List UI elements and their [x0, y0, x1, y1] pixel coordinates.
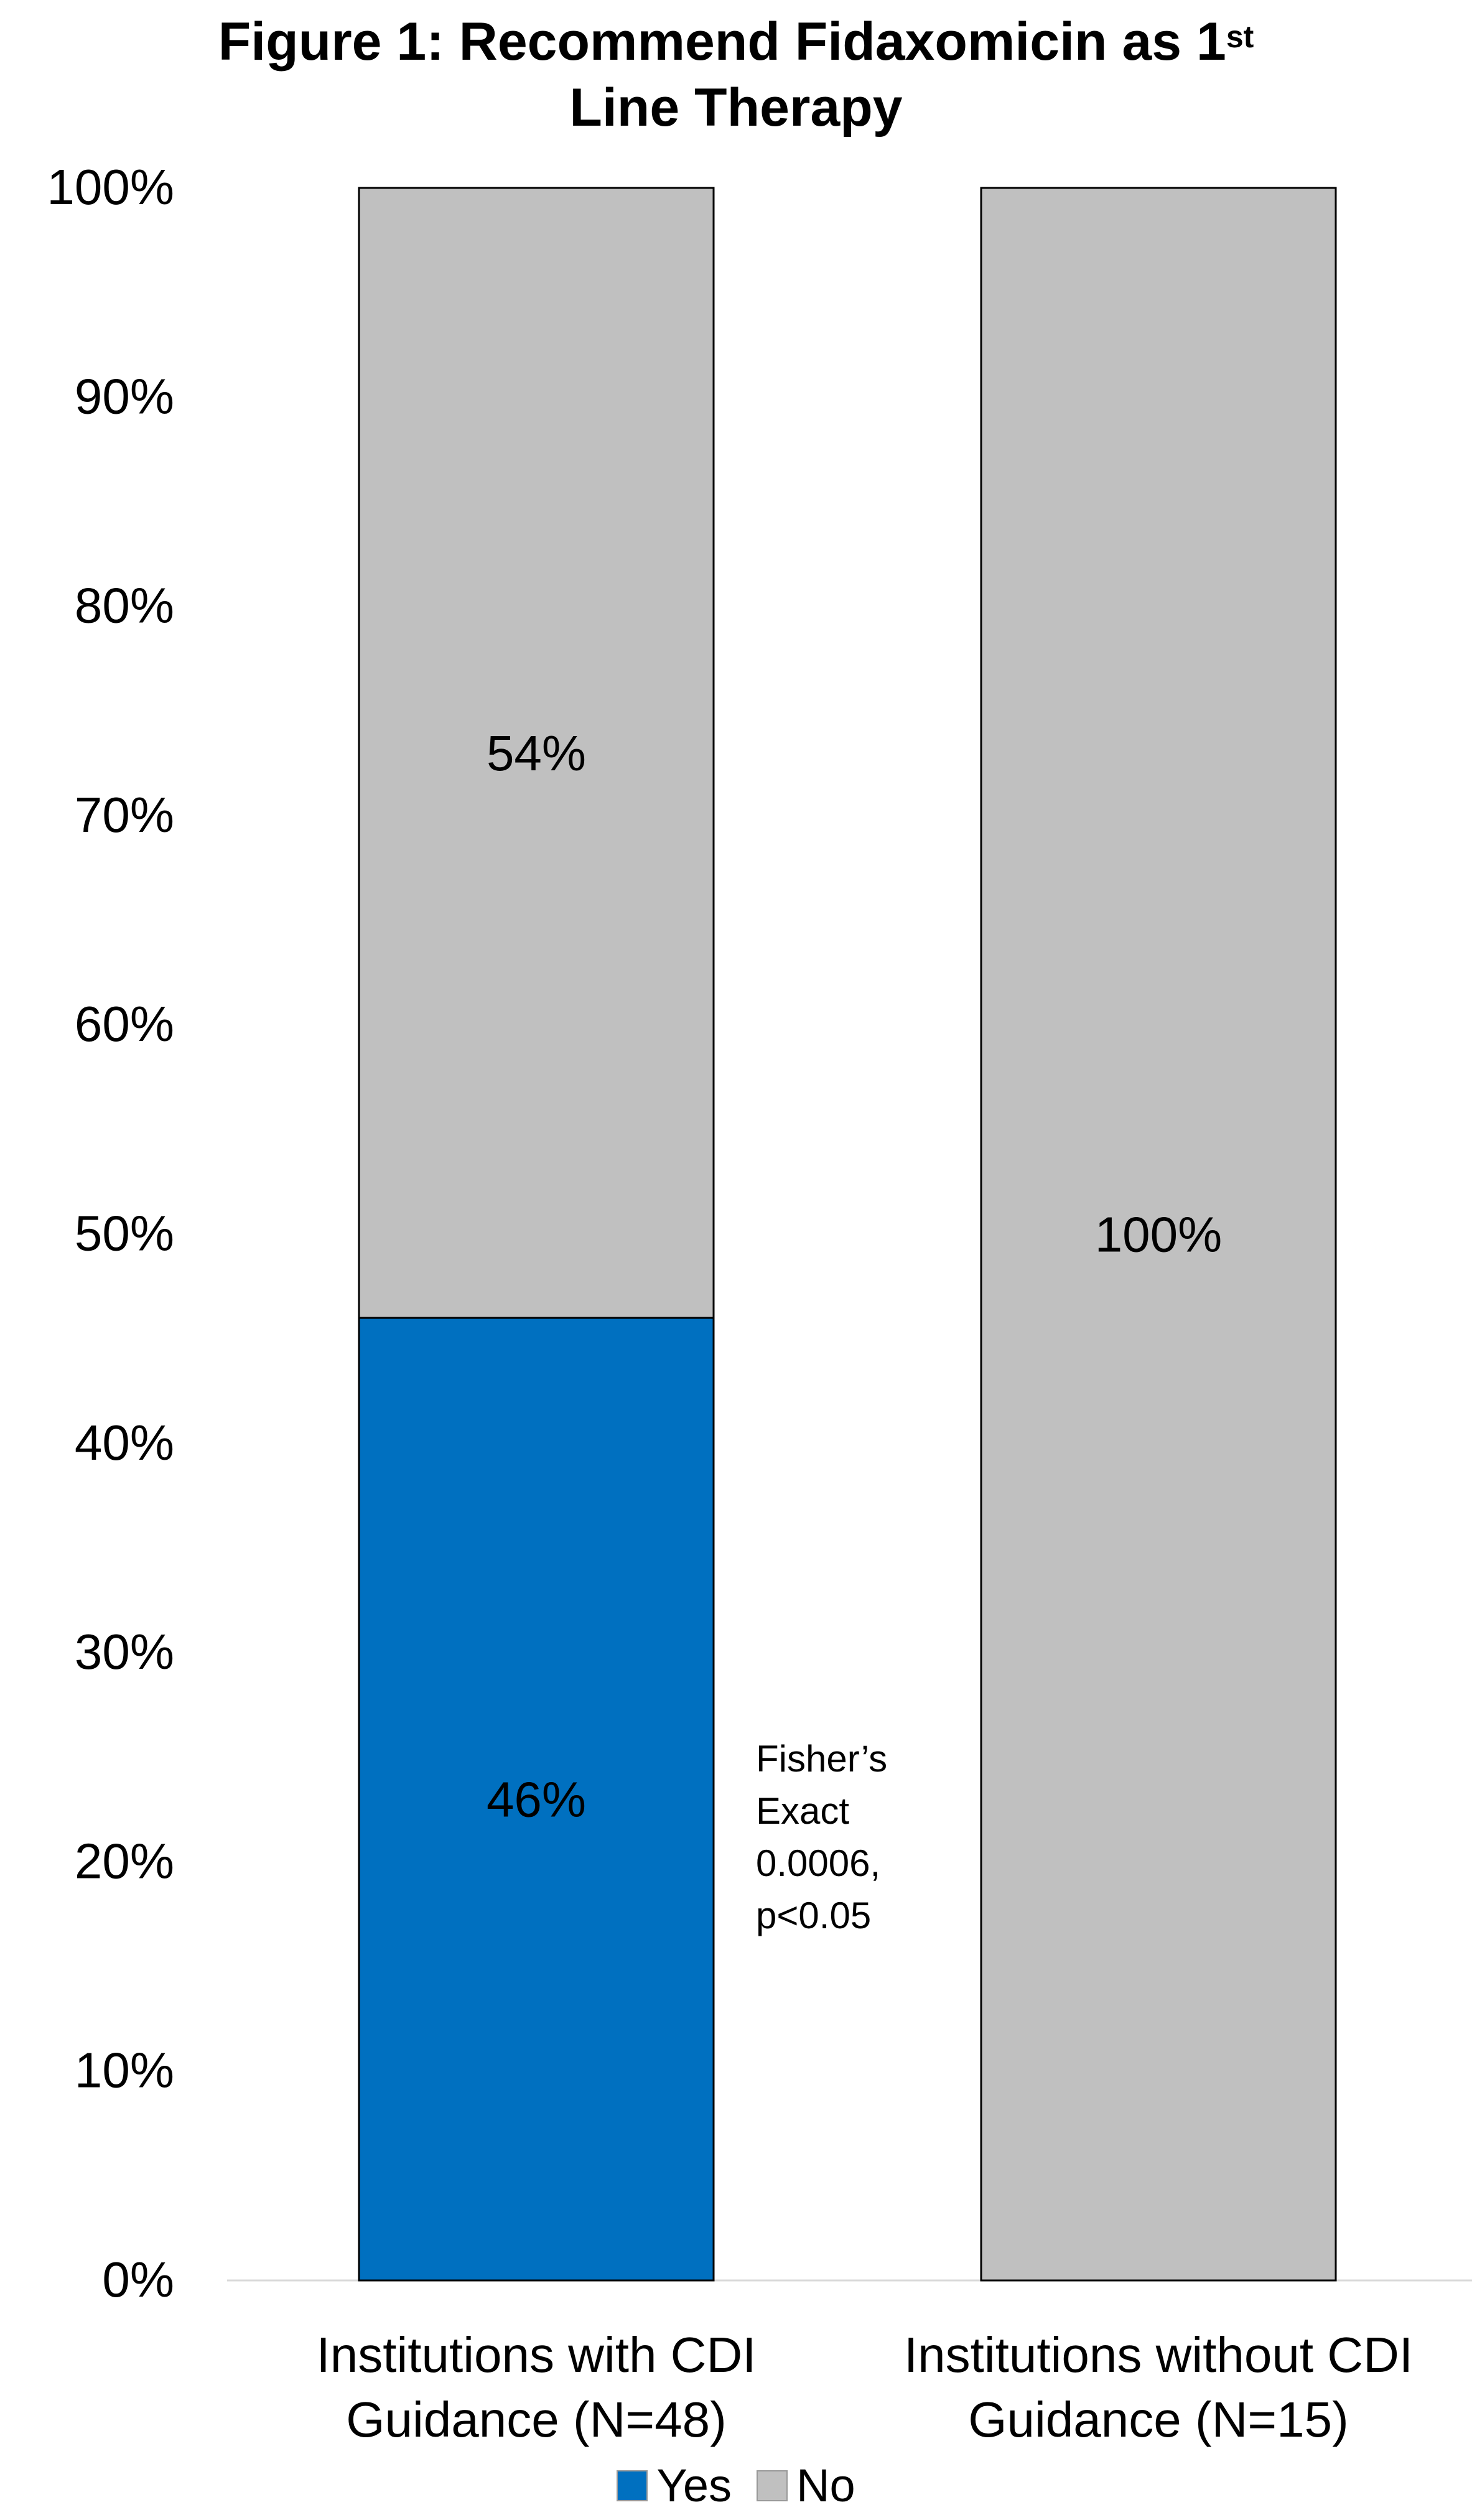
x-category-label: Guidance (N=48) — [346, 2392, 726, 2447]
chart-title: Figure 1: Recommend Fidaxomicin as 1st L… — [0, 9, 1472, 141]
y-tick-label: 80% — [75, 578, 174, 633]
y-tick-label: 100% — [47, 159, 174, 215]
bar-segment-no — [358, 187, 715, 1319]
stacked-bar-chart: 0% 10% 20% 30% 40% 50% 60% 70% 80% 90% 100% 46% 54% I… — [47, 159, 1472, 2447]
legend-item-no: No — [757, 2455, 855, 2517]
title-superscript: st — [1226, 19, 1254, 54]
y-tick-label: 20% — [75, 1833, 174, 1888]
legend-label-no: No — [796, 2460, 855, 2511]
y-tick-label: 50% — [75, 1206, 174, 1261]
legend-swatch-yes — [617, 2470, 648, 2501]
legend: Yes No — [0, 2455, 1472, 2517]
data-label: 46% — [487, 1772, 586, 1827]
y-tick-label: 40% — [75, 1415, 174, 1470]
annotation-line: Fisher’s — [756, 1738, 888, 1780]
x-category-label: Institutions with CDI — [317, 2327, 757, 2382]
title-line-2: Line Therapy — [569, 78, 903, 138]
x-category-label: Guidance (N=15) — [968, 2392, 1348, 2447]
y-tick-label: 10% — [75, 2043, 174, 2098]
y-tick-label: 60% — [75, 996, 174, 1052]
legend-item-yes: Yes — [617, 2455, 732, 2517]
x-category-label: Institutions without CDI — [904, 2327, 1413, 2382]
y-tick-label: 30% — [75, 1624, 174, 1679]
legend-swatch-no — [757, 2470, 788, 2501]
annotation-line: 0.0006, — [756, 1842, 881, 1884]
legend-label-yes: Yes — [656, 2460, 732, 2511]
y-tick-label: 0% — [102, 2252, 174, 2307]
y-tick-label: 90% — [75, 368, 174, 424]
bar-segment-no — [980, 187, 1337, 2282]
data-label: 54% — [487, 726, 586, 781]
fisher-exact-annotation: Fisher’s Exact 0.0006, p<0.05 — [756, 1733, 887, 1942]
y-tick-label: 70% — [75, 787, 174, 842]
annotation-line: Exact — [756, 1790, 850, 1832]
title-line-1: Figure 1: Recommend Fidaxomicin as 1 — [218, 12, 1226, 72]
data-label: 100% — [1095, 1207, 1223, 1262]
annotation-line: p<0.05 — [756, 1895, 872, 1936]
